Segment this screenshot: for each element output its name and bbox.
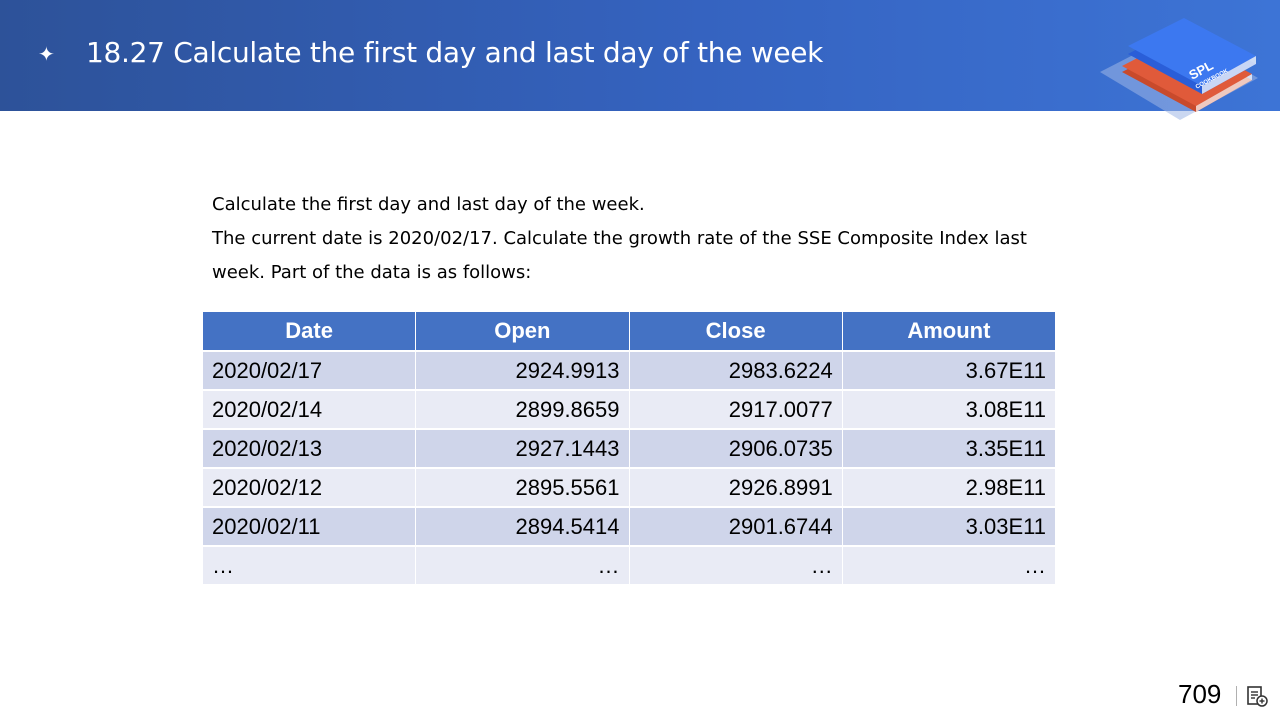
table-row: 2020/02/17 2924.9913 2983.6224 3.67E11 [201,350,1057,390]
intro-text: Calculate the first day and last day of … [212,188,1052,290]
intro-line: The current date is 2020/02/17. Calculat… [212,228,1027,283]
cell-date: … [201,545,417,584]
cell-open: … [415,545,630,584]
cell-date: 2020/02/11 [201,506,417,546]
table-row: 2020/02/13 2927.1443 2906.0735 3.35E11 [201,428,1057,468]
column-header-open: Open [415,311,630,352]
cell-amount: 3.67E11 [841,350,1057,390]
cell-close: 2917.0077 [628,389,843,429]
cell-close: 2926.8991 [628,467,843,507]
cell-open: 2927.1443 [415,428,630,468]
cell-date: 2020/02/17 [201,350,417,390]
cell-date: 2020/02/13 [201,428,417,468]
cell-amount: 3.03E11 [841,506,1057,546]
footer-divider [1236,686,1237,706]
cell-amount: 3.35E11 [841,428,1057,468]
cell-open: 2894.5414 [415,506,630,546]
table-row: … … … … [201,545,1057,584]
star-bullet-icon: ✦ [38,42,55,66]
notes-icon[interactable] [1245,684,1269,708]
cell-date: 2020/02/14 [201,389,417,429]
table-row: 2020/02/12 2895.5561 2926.8991 2.98E11 [201,467,1057,507]
cell-open: 2895.5561 [415,467,630,507]
slide-title: 18.27 Calculate the first day and last d… [86,36,824,69]
cell-close: 2901.6744 [628,506,843,546]
cell-amount: … [841,545,1057,584]
cell-open: 2924.9913 [415,350,630,390]
slide-header: ✦ 18.27 Calculate the first day and last… [0,0,1280,120]
column-header-amount: Amount [841,311,1057,352]
cell-open: 2899.8659 [415,389,630,429]
cell-amount: 3.08E11 [841,389,1057,429]
table-row: 2020/02/11 2894.5414 2901.6744 3.03E11 [201,506,1057,546]
table-header-row: Date Open Close Amount [201,311,1057,352]
cell-amount: 2.98E11 [841,467,1057,507]
spl-cookbook-logo: SPL COOKBOOK [1100,18,1258,120]
cell-close: 2906.0735 [628,428,843,468]
index-data-table: Date Open Close Amount 2020/02/17 2924.9… [201,311,1057,584]
page-number: 709 [1178,679,1222,709]
table-row: 2020/02/14 2899.8659 2917.0077 3.08E11 [201,389,1057,429]
cell-date: 2020/02/12 [201,467,417,507]
cell-close: … [628,545,843,584]
column-header-close: Close [628,311,843,352]
intro-line: Calculate the first day and last day of … [212,194,645,215]
cell-close: 2983.6224 [628,350,843,390]
column-header-date: Date [201,311,417,352]
